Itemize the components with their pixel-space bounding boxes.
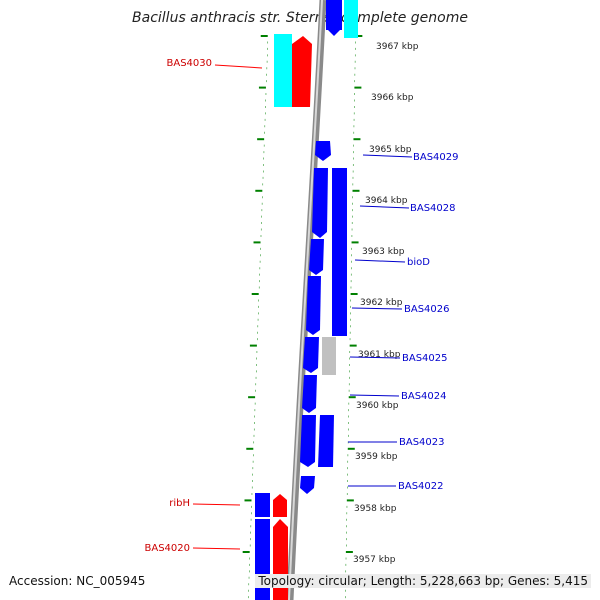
gene-bas4026[interactable]: [306, 276, 321, 335]
gene-bas4022[interactable]: [300, 476, 315, 494]
gene-bas4025[interactable]: [303, 337, 319, 373]
gene-blocks: [255, 0, 358, 600]
gene-label-bas4022[interactable]: BAS4022: [398, 481, 444, 492]
map-title: Bacillus anthracis str. Sterne, complete…: [132, 10, 468, 26]
left-gene-labels: BAS4030 ribH BAS4020: [145, 58, 263, 554]
gene-bas4028-a[interactable]: [312, 168, 328, 238]
gene-label-bas4025[interactable]: BAS4025: [402, 353, 448, 364]
kbp-label: 3960 kbp: [356, 401, 399, 411]
gene-blue-ribh[interactable]: [255, 493, 270, 517]
kbp-label: 3965 kbp: [369, 145, 412, 155]
gene-ribh[interactable]: [273, 494, 287, 517]
backbone-highlight: [288, 0, 323, 600]
gene-label-bas4030[interactable]: BAS4030: [167, 58, 213, 69]
kbp-label: 3961 kbp: [358, 350, 401, 360]
gene-bas4023-b[interactable]: [318, 415, 334, 467]
gene-bas4025-grey[interactable]: [322, 337, 336, 375]
gene-cyan-bas4030[interactable]: [274, 34, 292, 107]
gene-bas4029[interactable]: [315, 141, 331, 161]
gene-top-a[interactable]: [326, 0, 342, 30]
gene-label-bas4020[interactable]: BAS4020: [145, 543, 191, 554]
genome-summary: Topology: circular; Length: 5,228,663 bp…: [255, 574, 591, 588]
kbp-label: 3966 kbp: [371, 93, 414, 103]
gene-label-bas4024[interactable]: BAS4024: [401, 391, 447, 402]
gene-biod[interactable]: [309, 239, 324, 275]
gene-bas4030[interactable]: [292, 36, 312, 107]
kbp-label: 3967 kbp: [376, 42, 419, 52]
gene-bas4023-a[interactable]: [300, 415, 316, 467]
gene-label-biod[interactable]: bioD: [407, 257, 430, 268]
gene-top-b[interactable]: [344, 0, 358, 38]
tick-rails: [242, 35, 363, 599]
kbp-label: 3957 kbp: [353, 555, 396, 565]
gene-label-bas4026[interactable]: BAS4026: [404, 304, 450, 315]
gene-label-bas4028[interactable]: BAS4028: [410, 203, 456, 214]
kbp-label: 3959 kbp: [355, 452, 398, 462]
gene-label-bas4023[interactable]: BAS4023: [399, 437, 445, 448]
gene-label-ribh[interactable]: ribH: [169, 498, 190, 509]
kbp-label: 3958 kbp: [354, 504, 397, 514]
kbp-label: 3963 kbp: [362, 247, 405, 257]
gene-bas4024[interactable]: [302, 375, 317, 413]
right-gene-labels: BAS4029 BAS4028 bioD BAS4026 BAS4025 BAS…: [348, 152, 459, 492]
kbp-label: 3962 kbp: [360, 298, 403, 308]
gene-label-bas4029[interactable]: BAS4029: [413, 152, 459, 163]
gene-top-arrow[interactable]: [326, 28, 342, 36]
accession-text: Accession: NC_005945: [9, 574, 146, 588]
kbp-label: 3964 kbp: [365, 196, 408, 206]
kbp-labels: 3967 kbp 3966 kbp 3965 kbp 3964 kbp 3963…: [353, 42, 419, 565]
gene-bas4028-b[interactable]: [332, 168, 347, 336]
